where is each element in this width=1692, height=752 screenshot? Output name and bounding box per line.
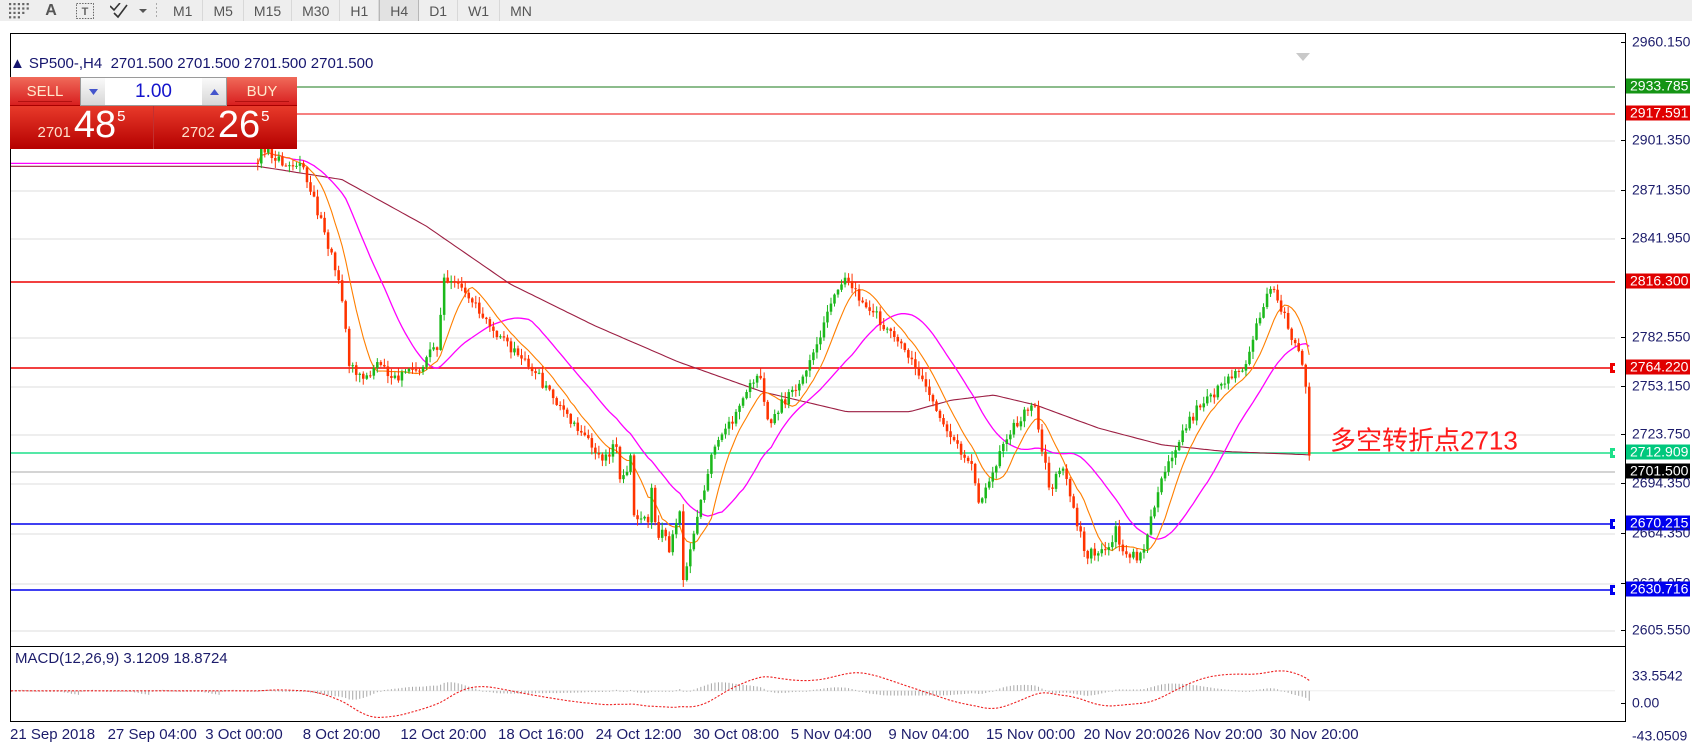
svg-text:T: T: [82, 6, 89, 18]
